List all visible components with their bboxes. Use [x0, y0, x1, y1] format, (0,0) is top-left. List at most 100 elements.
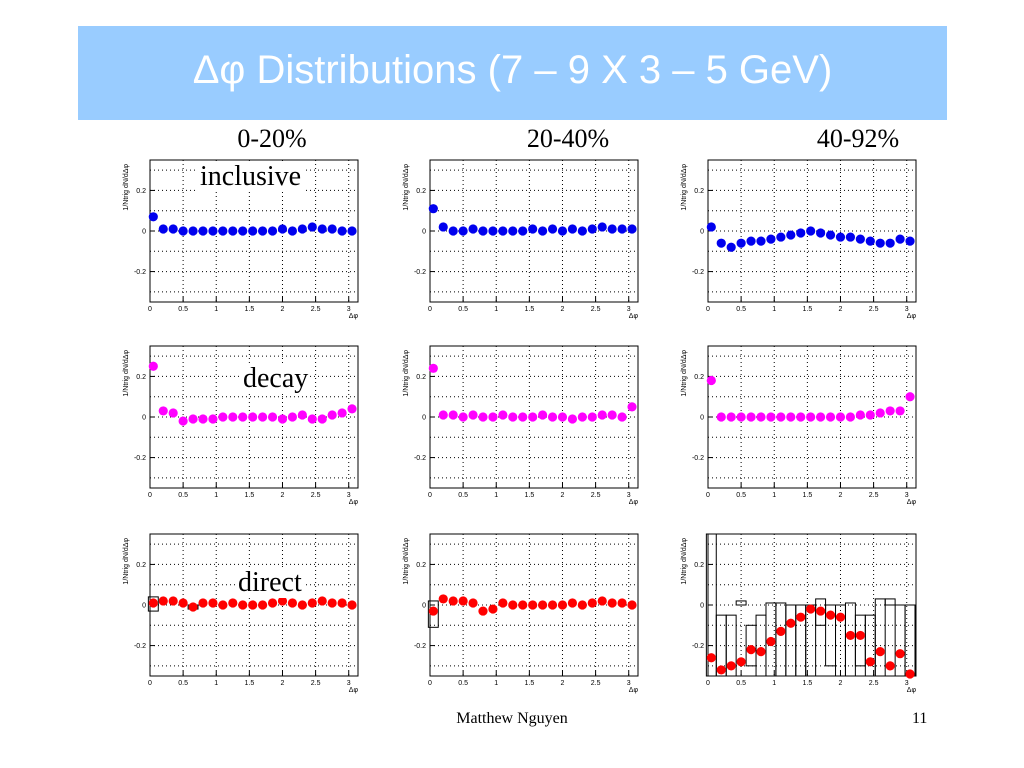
x-tick-label: 1.5	[524, 306, 534, 313]
data-point	[766, 234, 776, 244]
data-point	[168, 596, 178, 606]
data-point	[158, 596, 168, 606]
footer-author: Matthew Nguyen	[456, 710, 568, 727]
data-point	[528, 224, 538, 234]
row-label-decay: decay	[241, 363, 311, 394]
plot-inclusive-0: 0.2 0 -0.2 0 0.5 1 1.5 2 2.5 3 1/Ntrig dN/dΔφ Δφ	[123, 159, 359, 320]
data-point	[498, 226, 508, 236]
data-point	[617, 412, 627, 422]
data-point	[587, 412, 597, 422]
y-tick-label: -0.2	[414, 643, 426, 650]
data-point	[825, 412, 836, 422]
data-point	[228, 412, 238, 422]
data-point	[518, 600, 528, 610]
x-tick-label: 0.5	[458, 680, 468, 687]
x-tick-label: 1	[494, 492, 498, 499]
data-point	[277, 596, 288, 606]
data-point	[806, 226, 816, 236]
data-point	[337, 598, 347, 608]
y-tick-label: 0	[422, 229, 426, 236]
error-box	[735, 600, 747, 606]
data-point	[567, 224, 578, 234]
x-tick-label: 2	[561, 680, 565, 687]
data-point	[297, 410, 307, 420]
data-point	[148, 212, 158, 222]
data-point	[258, 600, 268, 610]
data-point	[198, 414, 208, 424]
y-tick-label: 0	[700, 229, 704, 236]
data-point	[766, 636, 776, 647]
error-box	[874, 598, 886, 677]
error-box	[705, 533, 717, 677]
data-point	[518, 226, 528, 236]
x-tick-label: 1	[772, 492, 776, 499]
data-point	[825, 610, 836, 620]
x-tick-label: 0.5	[736, 492, 746, 499]
error-box	[725, 614, 737, 677]
data-point	[706, 653, 716, 663]
x-tick-label: 2	[839, 306, 843, 313]
x-tick-label: 2.5	[311, 492, 321, 499]
data-point	[875, 238, 885, 248]
data-point	[438, 222, 448, 232]
x-tick-label: 3	[347, 492, 351, 499]
data-point	[198, 226, 208, 236]
y-tick-label: 0	[700, 603, 704, 610]
y-tick-label: 0	[142, 603, 146, 610]
data-point	[267, 412, 278, 422]
data-point	[756, 647, 766, 657]
x-tick-label: 0.5	[458, 492, 468, 499]
data-point	[796, 412, 806, 422]
error-box	[894, 604, 906, 677]
y-axis-title: 1/Ntrig dN/dΔφ	[123, 538, 130, 585]
row-label-direct: direct	[236, 567, 304, 598]
data-point	[716, 665, 726, 675]
data-point	[148, 361, 158, 371]
data-point	[468, 598, 478, 608]
data-point	[617, 598, 627, 608]
y-tick-label: 0.2	[416, 188, 426, 195]
x-axis-title: Δφ	[629, 313, 639, 320]
y-axis-title: 1/Ntrig dN/dΔφ	[681, 350, 688, 397]
x-tick-label: 1.5	[244, 680, 254, 687]
data-point	[448, 410, 458, 420]
data-point	[267, 226, 278, 236]
x-tick-label: 1.5	[524, 680, 534, 687]
data-point	[756, 412, 766, 422]
data-point	[178, 416, 188, 426]
x-tick-label: 2.5	[311, 680, 321, 687]
data-point	[317, 596, 327, 606]
x-tick-label: 2.5	[591, 492, 601, 499]
x-tick-label: 1.5	[802, 492, 812, 499]
data-point	[327, 224, 337, 234]
data-point	[307, 414, 317, 424]
data-point	[627, 224, 637, 234]
y-tick-label: 0	[142, 229, 146, 236]
data-point	[806, 604, 816, 614]
data-point	[865, 410, 875, 420]
x-tick-label: 0	[428, 306, 432, 313]
x-tick-label: 0	[148, 306, 152, 313]
data-point	[885, 661, 895, 671]
x-tick-label: 1	[494, 680, 498, 687]
data-point	[776, 626, 786, 636]
x-tick-label: 0.5	[178, 680, 188, 687]
data-point	[458, 412, 468, 422]
x-tick-label: 2.5	[869, 306, 879, 313]
data-point	[478, 226, 488, 236]
data-point	[248, 412, 258, 422]
x-tick-label: 2.5	[591, 306, 601, 313]
data-point	[766, 412, 776, 422]
data-point	[518, 412, 528, 422]
x-tick-label: 0.5	[736, 306, 746, 313]
x-tick-label: 1.5	[244, 306, 254, 313]
data-point	[538, 600, 548, 610]
data-point	[317, 224, 327, 234]
data-point	[277, 224, 288, 234]
data-point	[786, 230, 796, 240]
y-tick-label: -0.2	[134, 643, 146, 650]
y-tick-label: -0.2	[692, 269, 704, 276]
data-point	[875, 408, 885, 418]
data-point	[297, 224, 307, 234]
data-point	[895, 649, 905, 659]
